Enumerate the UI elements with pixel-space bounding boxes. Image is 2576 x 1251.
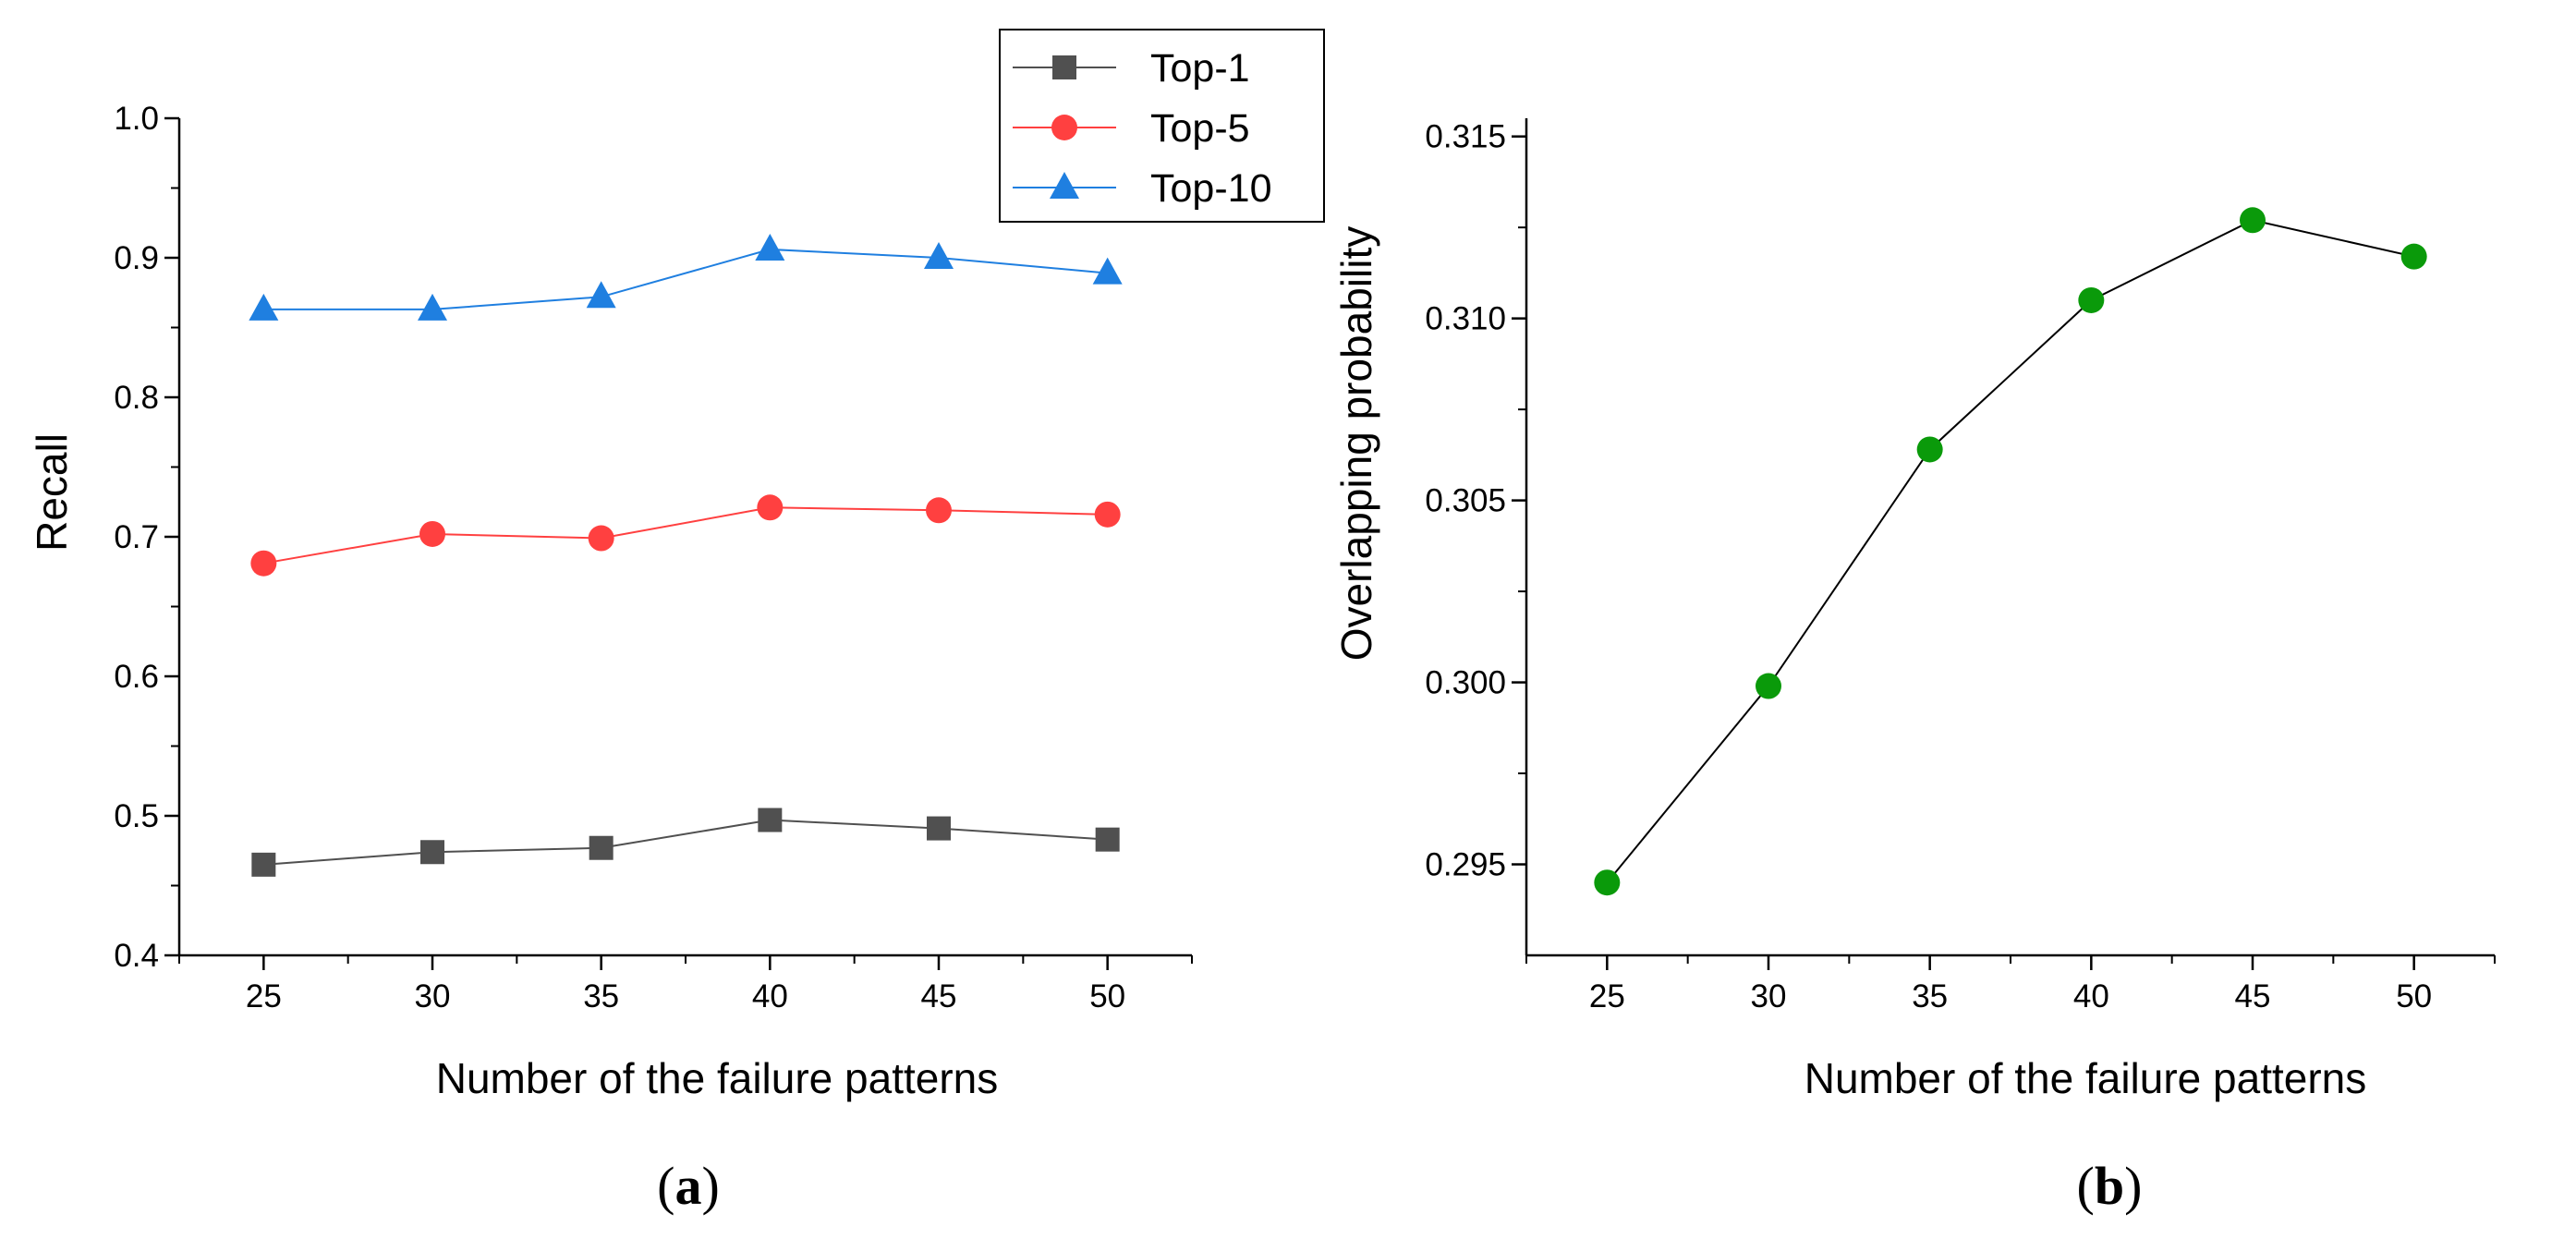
a-top-1-point xyxy=(420,840,444,865)
b-series-lines xyxy=(1606,219,2414,883)
a-series-markers xyxy=(249,233,1123,877)
a-top-1-line xyxy=(263,819,1108,866)
b-series-point xyxy=(1916,436,1943,463)
a-y-axis-title: Recall xyxy=(28,433,76,552)
a-top-5-point xyxy=(926,497,952,524)
a-top-5-point xyxy=(757,494,784,521)
b-x-tick-labels: 25 30 35 40 45 50 xyxy=(1589,978,2432,1014)
a-y-tick-label: 0.6 xyxy=(114,659,159,695)
b-series-point xyxy=(2400,243,2427,270)
panel-a-recall-chart: 0.4 0.5 0.6 0.7 0.8 0.9 1.0 25 30 35 40 45 50 Numbe… xyxy=(28,29,1325,1216)
b-y-tick-label: 0.295 xyxy=(1425,847,1506,883)
a-axes xyxy=(164,116,1193,970)
b-x-tick-label: 35 xyxy=(1912,978,1948,1014)
a-top-1-point xyxy=(758,808,783,832)
a-top-5-point xyxy=(250,550,277,577)
b-x-tick-label: 45 xyxy=(2235,978,2271,1014)
a-x-tick-label: 40 xyxy=(752,978,788,1014)
b-series-markers xyxy=(1594,207,2427,896)
a-top-10-point xyxy=(586,281,616,309)
b-x-tick-label: 40 xyxy=(2073,978,2109,1014)
b-x-tick-label: 50 xyxy=(2396,978,2432,1014)
b-series-point xyxy=(1594,869,1621,896)
b-series-point xyxy=(2078,286,2105,313)
a-x-tick-label: 45 xyxy=(921,978,957,1014)
a-y-tick-label: 0.5 xyxy=(114,798,159,834)
a-top-5-point xyxy=(419,520,445,547)
a-top-10-point xyxy=(249,293,279,321)
a-top-1-point xyxy=(251,852,276,877)
b-y-tick-label: 0.310 xyxy=(1425,301,1506,337)
b-x-tick-label: 30 xyxy=(1751,978,1787,1014)
a-top-1-point xyxy=(927,816,951,841)
a-legend: Top-1 Top-5 Top-10 xyxy=(999,29,1325,223)
a-top-10-point xyxy=(1092,257,1123,285)
a-x-tick-label: 35 xyxy=(583,978,619,1014)
b-series-line xyxy=(1606,219,2414,883)
a-y-tick-label: 0.7 xyxy=(114,519,159,555)
a-y-tick-label: 0.8 xyxy=(114,380,159,416)
b-x-axis-title: Number of the failure patterns xyxy=(1804,1054,2367,1102)
legend-top-5-marker xyxy=(1051,115,1077,140)
panel-b-overlap-chart: 0.295 0.300 0.305 0.310 0.315 25 30 35 40 45 50 N… xyxy=(1332,118,2496,1216)
a-series-lines xyxy=(263,248,1108,866)
a-top-5-point xyxy=(588,525,614,552)
b-y-tick-labels: 0.295 0.300 0.305 0.310 0.315 xyxy=(1425,119,1506,883)
legend-top-10-label: Top-10 xyxy=(1150,166,1271,211)
legend-top-5-label: Top-5 xyxy=(1150,106,1250,151)
a-y-tick-label: 0.4 xyxy=(114,938,159,974)
b-y-tick-label: 0.300 xyxy=(1425,665,1506,701)
legend-top-1-marker xyxy=(1052,55,1076,79)
a-top-1-point xyxy=(589,835,614,860)
a-y-tick-label: 0.9 xyxy=(114,240,159,276)
a-caption: (a) xyxy=(657,1156,720,1216)
a-x-axis-title: Number of the failure patterns xyxy=(436,1054,999,1102)
a-top-10-point xyxy=(418,293,447,321)
b-x-tick-label: 25 xyxy=(1589,978,1625,1014)
b-caption: (b) xyxy=(2077,1156,2143,1216)
a-top-10-point xyxy=(924,242,954,269)
b-y-axis-title: Overlapping probability xyxy=(1332,226,1380,662)
a-top-10-point xyxy=(755,233,785,261)
a-top-10-line xyxy=(263,248,1108,310)
b-series-point xyxy=(2240,207,2266,234)
legend-top-10-marker xyxy=(1050,172,1079,199)
b-series-point xyxy=(1756,673,1781,699)
a-x-tick-label: 50 xyxy=(1089,978,1125,1014)
a-top-1-point xyxy=(1095,827,1120,852)
legend-top-1-label: Top-1 xyxy=(1150,46,1250,91)
a-top-5-point xyxy=(1094,501,1121,528)
a-y-tick-label: 1.0 xyxy=(114,101,159,137)
b-y-tick-label: 0.315 xyxy=(1425,119,1506,155)
a-x-tick-label: 25 xyxy=(246,978,282,1014)
a-x-tick-labels: 25 30 35 40 45 50 xyxy=(246,978,1125,1014)
a-y-tick-labels: 0.4 0.5 0.6 0.7 0.8 0.9 1.0 xyxy=(114,101,159,974)
a-top-5-line xyxy=(263,506,1108,565)
b-axes xyxy=(1512,118,2496,970)
a-x-tick-label: 30 xyxy=(415,978,451,1014)
b-y-tick-label: 0.305 xyxy=(1425,483,1506,519)
